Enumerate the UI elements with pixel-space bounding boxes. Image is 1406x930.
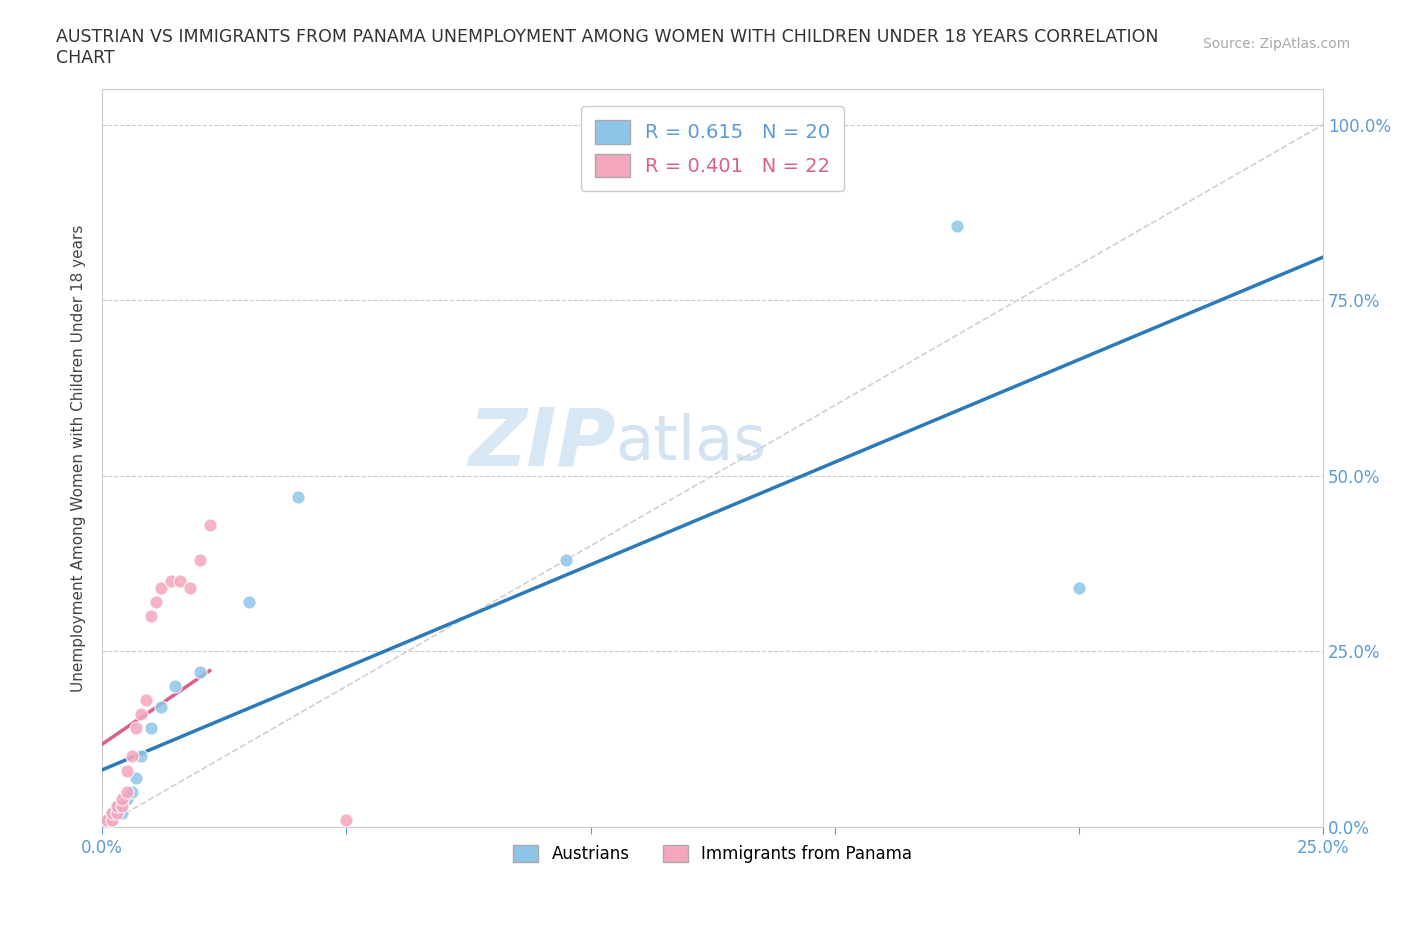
Point — [335, 812, 357, 827]
Point — [188, 665, 211, 680]
Point — [101, 812, 124, 827]
Text: ZIP: ZIP — [468, 405, 614, 483]
Point — [96, 812, 118, 827]
Point — [165, 679, 187, 694]
Point — [125, 770, 148, 785]
Point — [111, 791, 134, 806]
Point — [139, 721, 162, 736]
Point — [115, 764, 138, 778]
Point — [179, 580, 201, 595]
Point — [101, 812, 124, 827]
Point — [105, 798, 128, 813]
Point — [555, 552, 578, 567]
Text: Source: ZipAtlas.com: Source: ZipAtlas.com — [1202, 37, 1350, 51]
Point — [135, 693, 157, 708]
Point — [105, 805, 128, 820]
Point — [946, 219, 969, 233]
Point — [139, 608, 162, 623]
Point — [101, 805, 124, 820]
Point — [111, 805, 134, 820]
Point — [129, 707, 152, 722]
Text: AUSTRIAN VS IMMIGRANTS FROM PANAMA UNEMPLOYMENT AMONG WOMEN WITH CHILDREN UNDER : AUSTRIAN VS IMMIGRANTS FROM PANAMA UNEMP… — [56, 28, 1159, 67]
Point — [169, 574, 191, 589]
Point — [121, 749, 143, 764]
Point — [149, 700, 172, 715]
Text: atlas: atlas — [614, 413, 766, 473]
Point — [125, 721, 148, 736]
Point — [145, 594, 167, 609]
Point — [159, 574, 181, 589]
Point — [111, 798, 134, 813]
Legend: Austrians, Immigrants from Panama: Austrians, Immigrants from Panama — [506, 839, 920, 870]
Point — [287, 489, 309, 504]
Y-axis label: Unemployment Among Women with Children Under 18 years: Unemployment Among Women with Children U… — [72, 224, 86, 692]
Point — [149, 580, 172, 595]
Point — [111, 798, 134, 813]
Point — [96, 812, 118, 827]
Point — [115, 784, 138, 799]
Point — [115, 791, 138, 806]
Point — [105, 805, 128, 820]
Point — [121, 784, 143, 799]
Point — [101, 805, 124, 820]
Point — [198, 517, 221, 532]
Point — [238, 594, 260, 609]
Point — [188, 552, 211, 567]
Point — [129, 749, 152, 764]
Point — [105, 798, 128, 813]
Point — [1067, 580, 1090, 595]
